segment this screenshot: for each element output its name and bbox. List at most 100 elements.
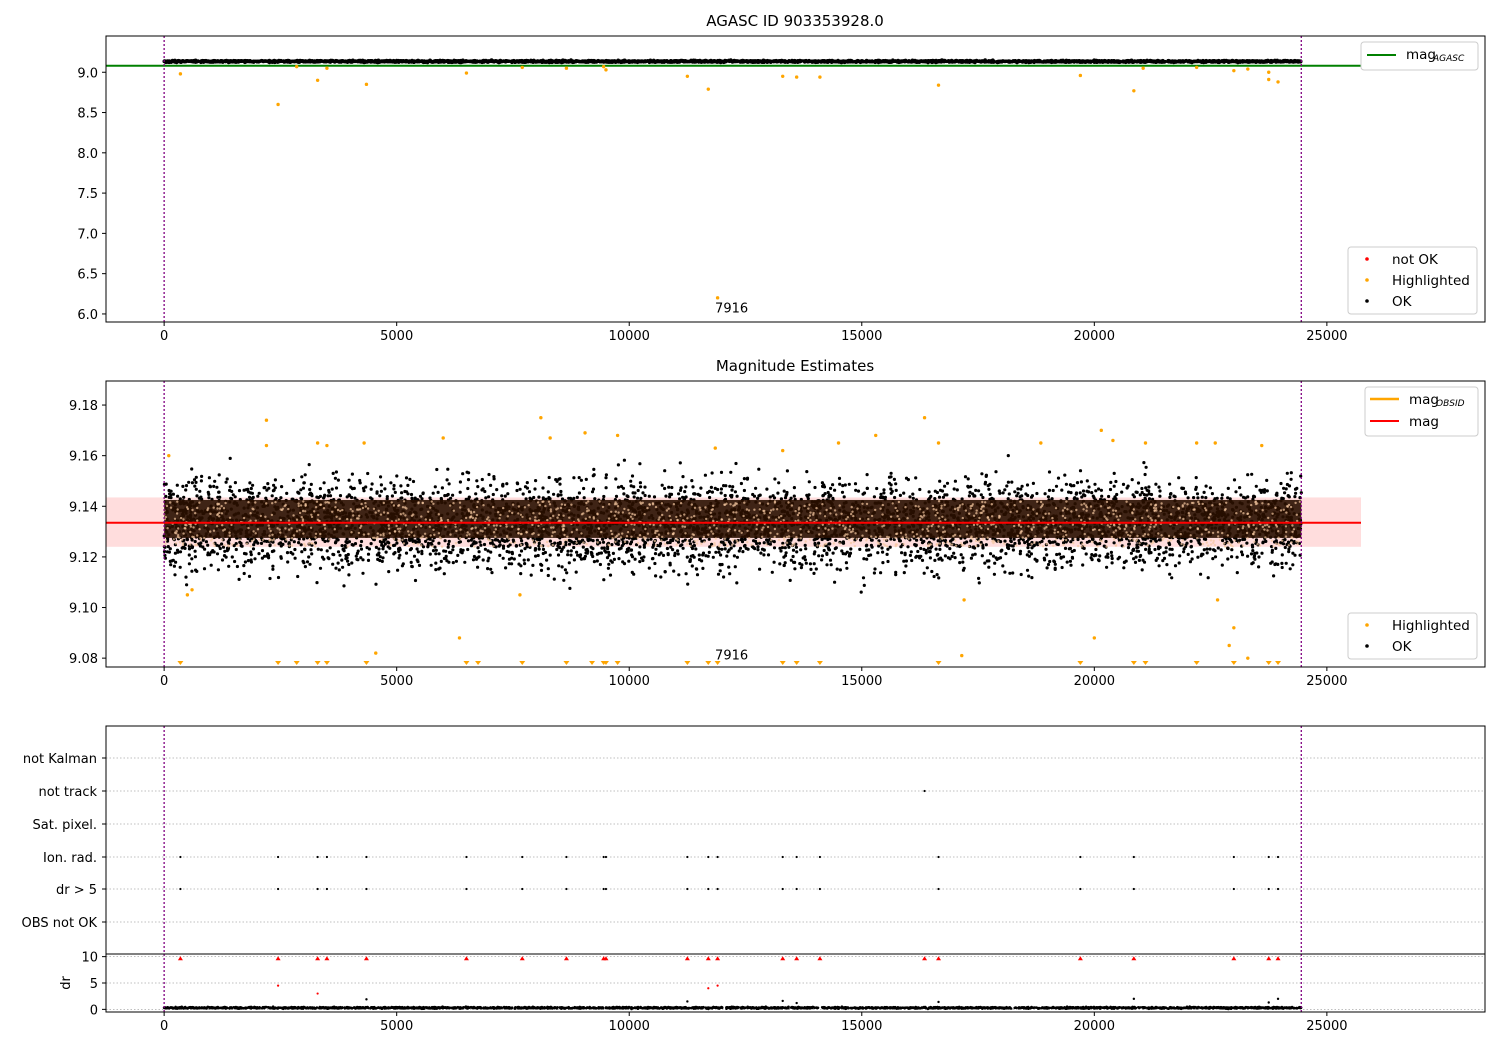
ok-point <box>322 481 326 485</box>
ok-point <box>532 58 536 62</box>
ok-point <box>900 551 904 555</box>
ok-point <box>1202 490 1206 494</box>
ok-point <box>461 58 465 62</box>
ok-point <box>271 567 275 571</box>
ok-point <box>190 467 194 471</box>
ok-point <box>454 59 458 63</box>
ok-point <box>342 584 346 588</box>
ok-point <box>904 564 908 568</box>
highlighted-point <box>1078 73 1083 78</box>
ok-point <box>616 463 621 467</box>
ok-point <box>447 539 451 544</box>
highlighted-point <box>706 87 710 91</box>
ok-point <box>1187 60 1192 64</box>
ok-point <box>446 467 450 471</box>
ok-point <box>309 482 313 486</box>
ok-point <box>434 552 438 556</box>
ok-point <box>987 60 992 64</box>
ok-point <box>193 539 197 544</box>
ok-point <box>1157 485 1161 489</box>
ok-point <box>987 565 991 569</box>
ok-point <box>827 58 832 63</box>
ok-point <box>614 477 618 481</box>
ok-point <box>1234 59 1238 63</box>
ok-point <box>953 556 957 560</box>
ok-point <box>984 543 988 547</box>
ok-point <box>173 573 177 577</box>
ok-point <box>728 572 732 576</box>
ok-point <box>611 551 616 556</box>
ok-point <box>1018 552 1022 556</box>
ok-point <box>569 549 573 553</box>
ok-point <box>330 487 334 491</box>
ok-point <box>1215 59 1219 64</box>
ok-point <box>673 59 677 63</box>
ok-point <box>1010 480 1014 484</box>
ok-point <box>1205 551 1209 555</box>
ok-point <box>925 566 929 570</box>
ok-point <box>792 560 796 564</box>
ok-point <box>1124 59 1129 63</box>
ok-point <box>974 488 978 492</box>
ok-point <box>390 60 395 64</box>
mag-estimates-panel-title: Magnitude Estimates <box>716 357 874 375</box>
ok-point <box>1009 60 1014 64</box>
ok-point <box>865 548 869 552</box>
highlighted-point <box>1267 77 1271 82</box>
ok-point <box>660 483 664 487</box>
ok-point <box>495 488 499 492</box>
ok-point <box>1047 470 1052 474</box>
ok-point <box>955 488 959 492</box>
ok-point <box>363 59 367 63</box>
ok-point <box>390 494 394 498</box>
ok-point <box>735 59 739 63</box>
ok-point <box>944 59 948 64</box>
highlighted-point <box>315 78 320 83</box>
ok-point <box>914 476 918 480</box>
ok-point <box>988 492 992 496</box>
ok-point <box>799 566 804 570</box>
ok-point <box>622 458 627 462</box>
ok-point <box>723 493 727 498</box>
ok-point <box>717 550 721 554</box>
ok-point <box>604 476 608 480</box>
ok-point <box>598 562 603 567</box>
ok-point <box>434 561 438 565</box>
ok-point <box>1126 546 1131 550</box>
ok-point <box>607 60 612 64</box>
ok-point <box>412 554 417 558</box>
ok-point <box>434 568 438 572</box>
ok-point <box>376 557 380 562</box>
ok-point <box>584 60 588 64</box>
ok-point <box>852 60 856 64</box>
ok-point <box>567 561 571 565</box>
ok-point <box>612 557 617 562</box>
ok-point <box>1276 59 1281 64</box>
ok-point <box>210 60 214 64</box>
ok-point <box>357 58 361 63</box>
ok-point <box>1101 59 1106 63</box>
ok-point <box>498 60 502 64</box>
ok-point <box>870 60 874 64</box>
ok-point <box>505 482 509 486</box>
ok-point <box>236 60 241 64</box>
ok-point <box>972 59 976 63</box>
ok-point <box>1030 59 1034 64</box>
ok-point <box>948 547 952 551</box>
ok-point <box>577 476 581 480</box>
highlighted-point <box>1141 66 1145 70</box>
ok-point <box>981 545 985 549</box>
ok-point <box>486 549 490 553</box>
ok-point <box>602 494 606 499</box>
ok-point <box>1114 479 1118 484</box>
legend-ok-label: OK <box>1392 294 1413 310</box>
ok-point <box>720 59 724 64</box>
ok-point <box>777 481 781 485</box>
ok-point <box>628 59 633 63</box>
ok-point <box>224 480 228 484</box>
ok-point <box>697 553 701 557</box>
agasc-panel-title: AGASC ID 903353928.0 <box>706 12 884 30</box>
ok-point <box>979 60 983 64</box>
ok-point <box>1230 548 1234 552</box>
